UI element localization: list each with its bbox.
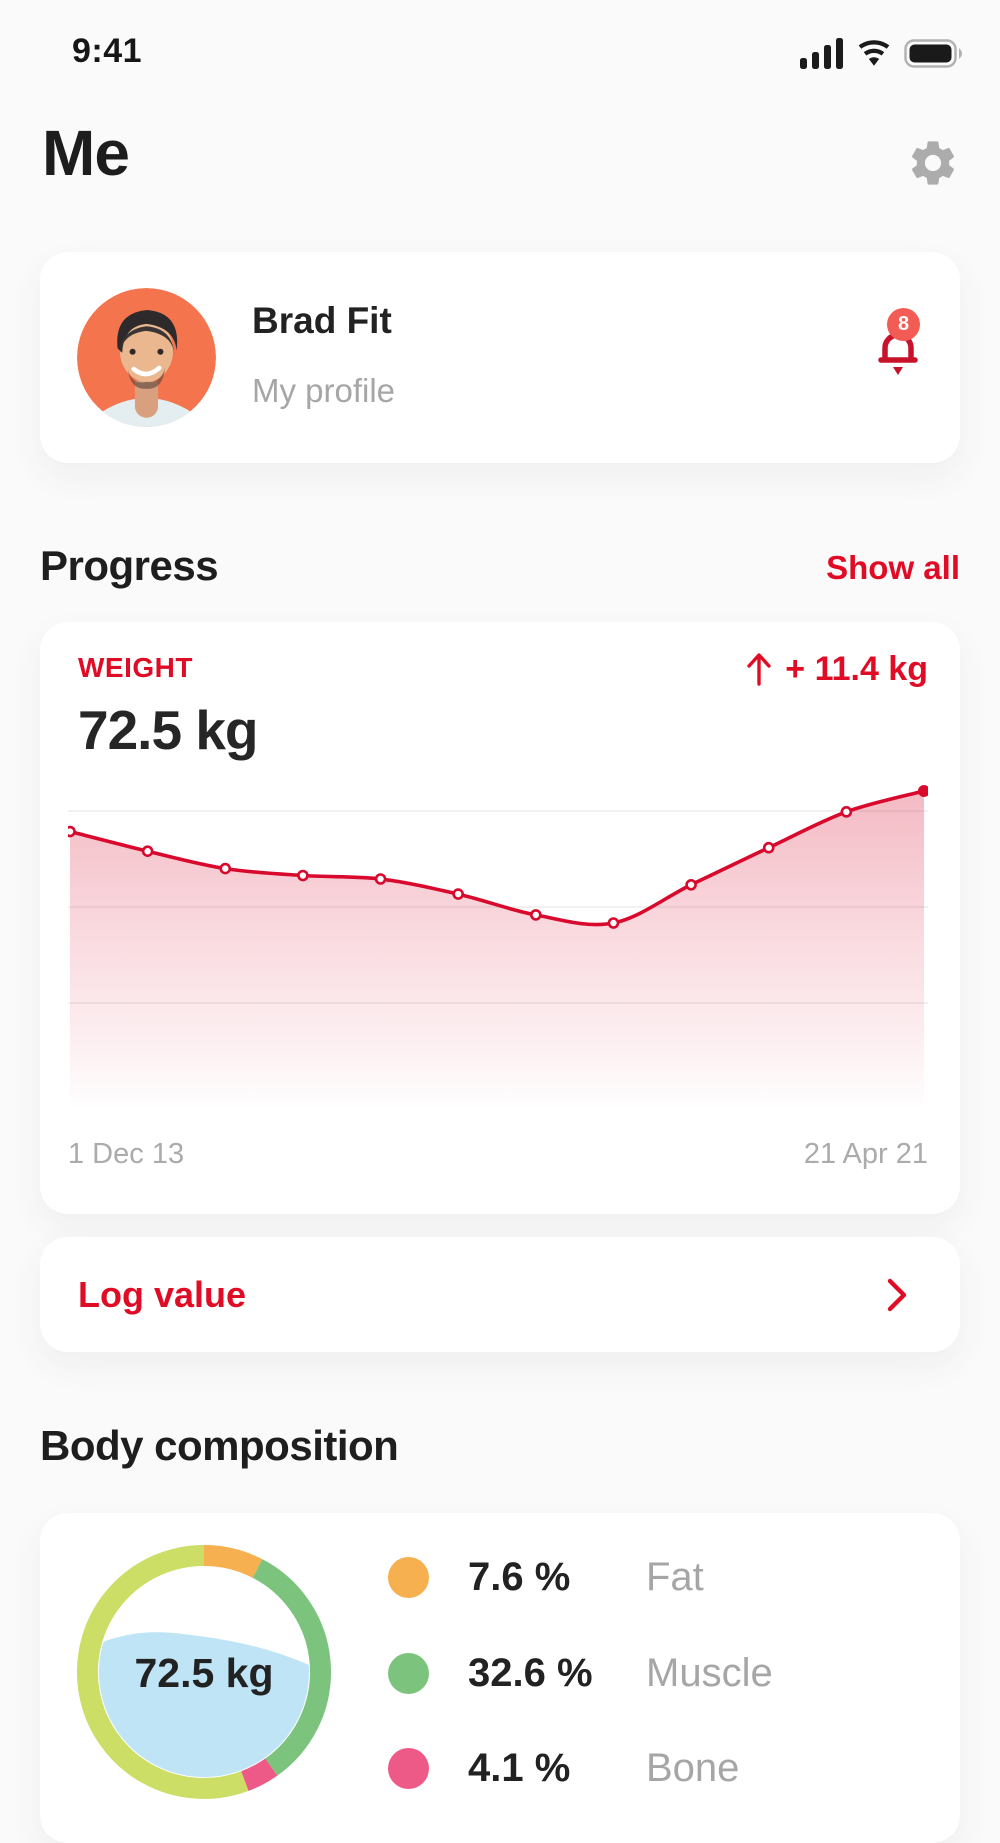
muscle-dot-icon [388,1652,429,1694]
chart-point [297,869,309,882]
bone-label: Bone [646,1745,740,1790]
chart-point [452,888,464,900]
chart-point [918,785,930,797]
show-all-link[interactable]: Show all [826,549,960,586]
donut-segment [240,1758,278,1791]
cellular-signal-icon [800,38,843,69]
arrow-up-icon [747,653,771,686]
donut-segment [252,1559,331,1776]
avatar [77,288,216,427]
chart-point [374,873,387,885]
weight-change: + 11.4 kg [745,646,928,692]
chart-point [219,862,232,875]
chart-area [70,791,924,1120]
weight-metric-label: WEIGHT [78,652,193,683]
chart-end-date: 21 Apr 21 [803,1138,928,1170]
chart-point [840,806,853,818]
notification-badge: 8 [887,308,920,341]
chart-point [530,909,542,921]
legend-row-fat: 7.6 % Fat [388,1546,928,1608]
chart-point [762,841,775,854]
chart-point [685,878,697,891]
profile-name: Brad Fit [252,300,392,341]
donut-segment [203,1545,263,1578]
chart-point [64,825,76,838]
body-composition-heading: Body composition [40,1422,399,1469]
fat-value: 7.6 % [468,1554,571,1599]
chart-point [141,845,154,858]
status-time: 9:41 [72,32,143,70]
fat-dot-icon [388,1556,429,1598]
fat-label: Fat [646,1554,704,1599]
chart-points [64,785,930,929]
page-title: Me [42,117,130,189]
legend-row-muscle: 32.6 % Muscle [388,1642,928,1704]
screen: { "status_bar": { "time": "9:41" }, "hea… [40,32,962,1799]
weight-chart [64,780,930,1120]
muscle-value: 32.6 % [468,1650,593,1695]
profile-subtitle: My profile [252,372,396,409]
log-value-label: Log value [78,1273,247,1315]
settings-button[interactable] [904,135,962,193]
bone-dot-icon [388,1747,429,1789]
battery-icon [904,39,962,68]
donut-center-value: 72.5 kg [134,1650,274,1696]
bone-value: 4.1 % [468,1745,571,1790]
legend-row-bone: 4.1 % Bone [388,1737,928,1799]
progress-heading: Progress [40,542,219,589]
gear-icon [911,140,955,185]
chevron-right-icon [887,1278,907,1312]
weight-current-value: 72.5 kg [78,699,259,761]
chart-point [607,917,620,929]
chart-start-date: 1 Dec 13 [68,1138,185,1170]
log-value-button[interactable]: Log value [40,1237,960,1352]
weight-change-value: + 11.4 kg [785,649,928,688]
wifi-icon [858,40,890,66]
muscle-label: Muscle [646,1650,773,1695]
